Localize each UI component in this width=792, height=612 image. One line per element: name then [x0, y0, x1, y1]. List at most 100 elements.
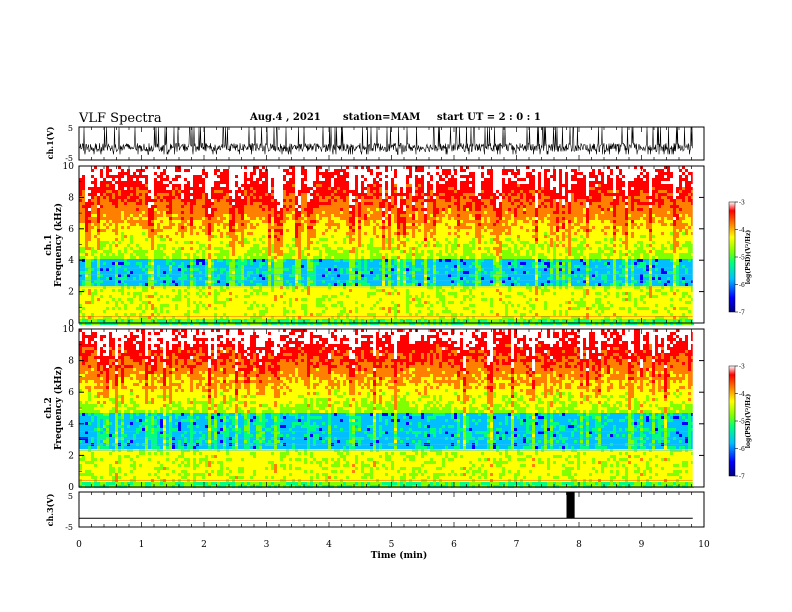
- spectrogram-cell: [142, 205, 145, 208]
- spectrogram-cell: [82, 304, 85, 307]
- spectrogram-cell: [241, 280, 244, 283]
- spectrogram-cell: [202, 217, 205, 220]
- spectrogram-cell: [94, 184, 97, 187]
- spectrogram-cell: [289, 175, 292, 178]
- spectrogram-cell: [250, 193, 253, 196]
- spectrogram-cell: [85, 241, 88, 244]
- spectrogram-cell: [142, 241, 145, 244]
- spectrogram-cell: [253, 283, 256, 286]
- spectrogram-cell: [307, 190, 310, 193]
- spectrogram-cell: [355, 301, 358, 304]
- spectrogram-cell: [355, 166, 358, 169]
- spectrogram-cell: [274, 301, 277, 304]
- spectrogram-cell: [211, 274, 214, 277]
- spectrogram-cell: [265, 229, 268, 232]
- spectrogram-cell: [226, 310, 229, 313]
- spectrogram-cell: [103, 310, 106, 313]
- spectrogram-cell: [337, 244, 340, 247]
- spectrogram-cell: [142, 181, 145, 184]
- spectrogram-cell: [79, 316, 82, 319]
- spectrogram-cell: [283, 223, 286, 226]
- spectrogram-cell: [271, 235, 274, 238]
- spectrogram-cell: [181, 292, 184, 295]
- spectrogram-cell: [160, 223, 163, 226]
- spectrogram-cell: [253, 271, 256, 274]
- spectrogram-cell: [157, 172, 160, 175]
- spectrogram-cell: [229, 262, 232, 265]
- spectrogram-cell: [148, 172, 151, 175]
- spectrogram-cell: [205, 259, 208, 262]
- spectrogram-cell: [208, 304, 211, 307]
- spectrogram-cell: [103, 280, 106, 283]
- spectrogram-cell: [148, 202, 151, 205]
- spectrogram-cell: [82, 202, 85, 205]
- spectrogram-cell: [124, 181, 127, 184]
- spectrogram-cell: [247, 271, 250, 274]
- spectrogram-cell: [133, 289, 136, 292]
- spectrogram-cell: [115, 178, 118, 181]
- spectrogram-cell: [160, 307, 163, 310]
- spectrogram-cell: [304, 226, 307, 229]
- spectrogram-cell: [175, 244, 178, 247]
- spectrogram-cell: [148, 265, 151, 268]
- spectrogram-cell: [121, 316, 124, 319]
- spectrogram-cell: [139, 205, 142, 208]
- spectrogram-cell: [238, 205, 241, 208]
- spectrogram-cell: [340, 283, 343, 286]
- spectrogram-cell: [103, 289, 106, 292]
- spectrogram-cell: [235, 289, 238, 292]
- spectrogram-cell: [355, 169, 358, 172]
- spectrogram-cell: [79, 295, 82, 298]
- spectrogram-cell: [274, 244, 277, 247]
- spectrogram-cell: [355, 232, 358, 235]
- spectrogram-cell: [283, 268, 286, 271]
- spectrogram-cell: [166, 289, 169, 292]
- spectrogram-cell: [346, 295, 349, 298]
- spectrogram-cell: [334, 229, 337, 232]
- spectrogram-cell: [280, 193, 283, 196]
- spectrogram-cell: [130, 253, 133, 256]
- spectrogram-cell: [166, 271, 169, 274]
- spectrogram-cell: [211, 226, 214, 229]
- spectrogram-cell: [352, 220, 355, 223]
- spectrogram-cell: [241, 298, 244, 301]
- spectrogram-cell: [181, 166, 184, 169]
- spectrogram-cell: [280, 247, 283, 250]
- spectrogram-cell: [265, 193, 268, 196]
- spectrogram-cell: [223, 226, 226, 229]
- spectrogram-cell: [94, 268, 97, 271]
- spectrogram-cell: [226, 223, 229, 226]
- spectrogram-cell: [199, 196, 202, 199]
- spectrogram-cell: [217, 232, 220, 235]
- spectrogram-cell: [343, 274, 346, 277]
- spectrogram-cell: [283, 295, 286, 298]
- spectrogram-cell: [286, 241, 289, 244]
- spectrogram-cell: [313, 319, 316, 322]
- spectrogram-cell: [109, 301, 112, 304]
- spectrogram-cell: [112, 316, 115, 319]
- spectrogram-cell: [79, 205, 82, 208]
- spectrogram-cell: [340, 262, 343, 265]
- spectrogram-cell: [115, 187, 118, 190]
- spectrogram-cell: [199, 199, 202, 202]
- spectrogram-cell: [301, 277, 304, 280]
- spectrogram-cell: [169, 271, 172, 274]
- spectrogram-cell: [148, 181, 151, 184]
- spectrogram-cell: [283, 304, 286, 307]
- spectrogram-cell: [271, 184, 274, 187]
- spectrogram-cell: [346, 298, 349, 301]
- spectrogram-cell: [358, 208, 361, 211]
- spectrogram-cell: [289, 316, 292, 319]
- spectrogram-cell: [289, 235, 292, 238]
- spectrogram-cell: [157, 313, 160, 316]
- spectrogram-cell: [208, 220, 211, 223]
- spectrogram-cell: [106, 178, 109, 181]
- spectrogram-cell: [217, 178, 220, 181]
- spectrogram-cell: [169, 214, 172, 217]
- spectrogram-cell: [349, 202, 352, 205]
- spectrogram-cell: [229, 271, 232, 274]
- spectrogram-cell: [307, 271, 310, 274]
- spectrogram-cell: [223, 244, 226, 247]
- spectrogram-cell: [121, 244, 124, 247]
- spectrogram-cell: [250, 274, 253, 277]
